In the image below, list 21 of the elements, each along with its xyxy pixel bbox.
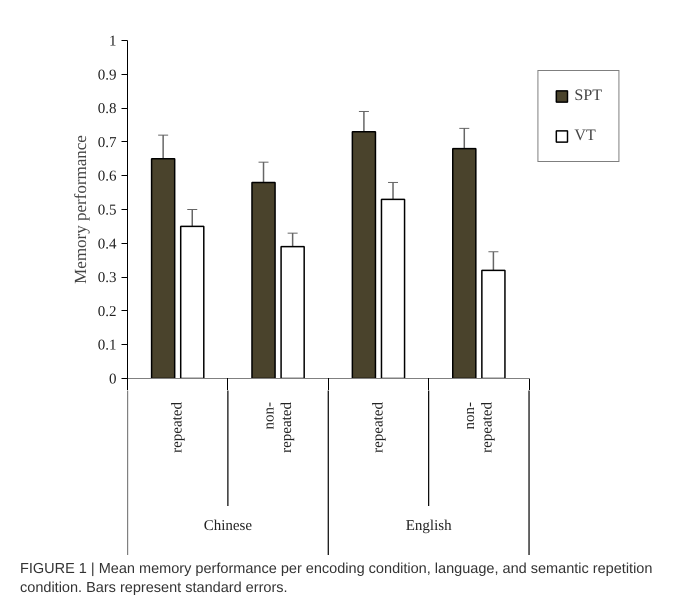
y-axis-title: Memory performance [70, 135, 90, 284]
x-tick-label: repeated [170, 402, 186, 453]
text: English [406, 518, 452, 534]
x-tick-label: non- repeated [462, 402, 496, 453]
caption: FIGURE 1 | Mean memory performance per encoding condition, language, and semantic repetition condition. Bars represent standard errors. [20, 560, 653, 598]
text: Chinese [204, 518, 252, 534]
x-tick-label: non- repeated [261, 402, 295, 453]
legend-label: SPT [574, 87, 602, 105]
y-tick-label: 0.6 [98, 168, 117, 185]
legend-label: VT [574, 127, 596, 145]
y-tick-label: 0.7 [98, 134, 117, 151]
y-tick-label: 0.4 [98, 236, 117, 252]
y-tick-label: 0.9 [98, 67, 116, 84]
y-tick-label: 0.1 [98, 338, 116, 354]
y-tick-label: 0.3 [98, 270, 116, 286]
y-tick-label: 0.8 [98, 101, 116, 118]
y-tick-label: 0 [109, 372, 116, 388]
y-tick-label: 0.5 [98, 202, 116, 218]
x-tick-label: repeated [370, 402, 386, 453]
y-tick-label: 0.2 [98, 304, 116, 320]
y-tick-label: 1 [109, 34, 116, 50]
